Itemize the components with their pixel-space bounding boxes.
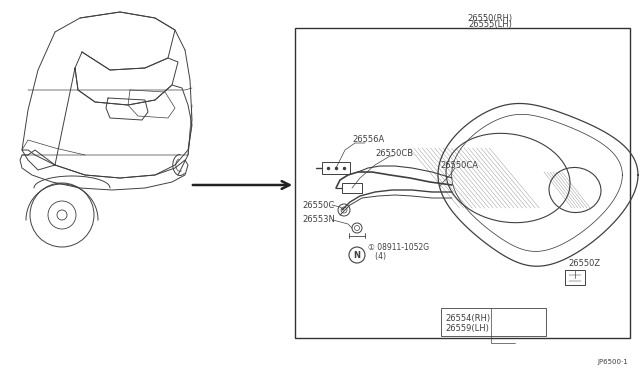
Text: 26550C: 26550C bbox=[302, 201, 334, 209]
Text: 26550Z: 26550Z bbox=[568, 259, 600, 267]
Text: 26555(LH): 26555(LH) bbox=[468, 20, 512, 29]
Text: ① 08911-1052G: ① 08911-1052G bbox=[368, 244, 429, 253]
Text: (4): (4) bbox=[368, 253, 386, 262]
Text: 26556A: 26556A bbox=[352, 135, 384, 144]
Text: JP6500·1: JP6500·1 bbox=[597, 359, 628, 365]
Text: 26550CA: 26550CA bbox=[440, 160, 478, 170]
Text: 26559(LH): 26559(LH) bbox=[445, 324, 490, 333]
Text: 26550(RH): 26550(RH) bbox=[467, 13, 513, 22]
Text: N: N bbox=[353, 250, 360, 260]
Bar bbox=[295, 28, 630, 338]
Text: 26554(RH): 26554(RH) bbox=[445, 314, 491, 323]
Text: 26553N: 26553N bbox=[302, 215, 335, 224]
Text: 26550CB: 26550CB bbox=[375, 148, 413, 157]
Bar bbox=[441, 308, 546, 336]
